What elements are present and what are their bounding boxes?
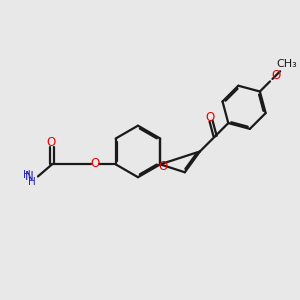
Text: O: O <box>271 69 280 82</box>
Text: CH₃: CH₃ <box>277 59 298 69</box>
Text: O: O <box>46 136 56 149</box>
Text: H: H <box>23 170 31 180</box>
Text: O: O <box>158 160 167 173</box>
Text: H: H <box>28 177 35 187</box>
Text: O: O <box>206 111 215 124</box>
Text: O: O <box>90 157 100 170</box>
Text: N: N <box>25 170 34 183</box>
